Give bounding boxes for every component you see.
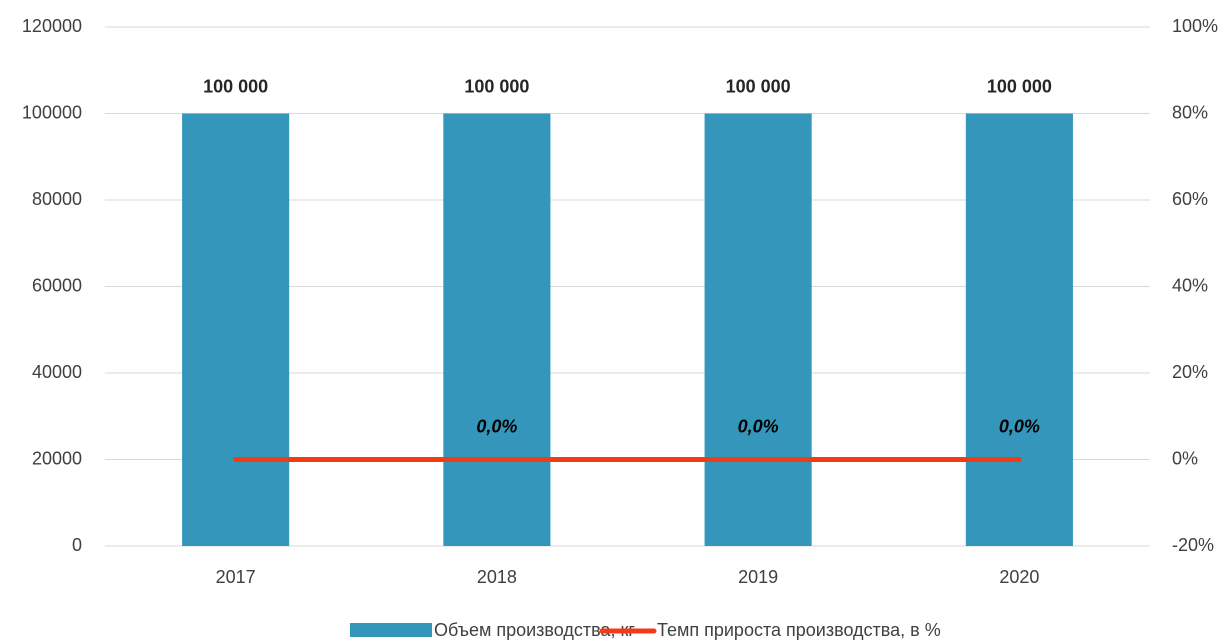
data-label: 100 000 (464, 76, 529, 96)
data-label: 0,0% (999, 416, 1040, 436)
y-tick-label: 80000 (32, 189, 82, 209)
y2-tick-label: 60% (1172, 189, 1208, 209)
y2-tick-label: 0% (1172, 448, 1198, 468)
y2-tick-label: -20% (1172, 535, 1214, 555)
y2-tick-label: 40% (1172, 275, 1208, 295)
bar (965, 113, 1073, 546)
x-tick-label: 2020 (999, 567, 1039, 587)
data-label: 100 000 (203, 76, 268, 96)
x-tick-label: 2019 (738, 567, 778, 587)
y2-tick-label: 20% (1172, 362, 1208, 382)
legend-label: Объем производства, кг (434, 620, 635, 640)
y-tick-label: 20000 (32, 448, 82, 468)
legend-swatch (350, 623, 432, 637)
x-tick-label: 2018 (477, 567, 517, 587)
data-label: 0,0% (476, 416, 517, 436)
data-label: 100 000 (726, 76, 791, 96)
y-tick-label: 100000 (22, 102, 82, 122)
y-tick-label: 40000 (32, 362, 82, 382)
y2-tick-label: 80% (1172, 102, 1208, 122)
bar (182, 113, 290, 546)
bar (704, 113, 812, 546)
bar (443, 113, 551, 546)
legend-label: Темп прироста производства, в % (657, 620, 941, 640)
data-label: 100 000 (987, 76, 1052, 96)
y-tick-label: 0 (72, 535, 82, 555)
y-tick-label: 120000 (22, 16, 82, 36)
x-tick-label: 2017 (216, 567, 256, 587)
y2-tick-label: 100% (1172, 16, 1218, 36)
y-tick-label: 60000 (32, 275, 82, 295)
data-label: 0,0% (738, 416, 779, 436)
